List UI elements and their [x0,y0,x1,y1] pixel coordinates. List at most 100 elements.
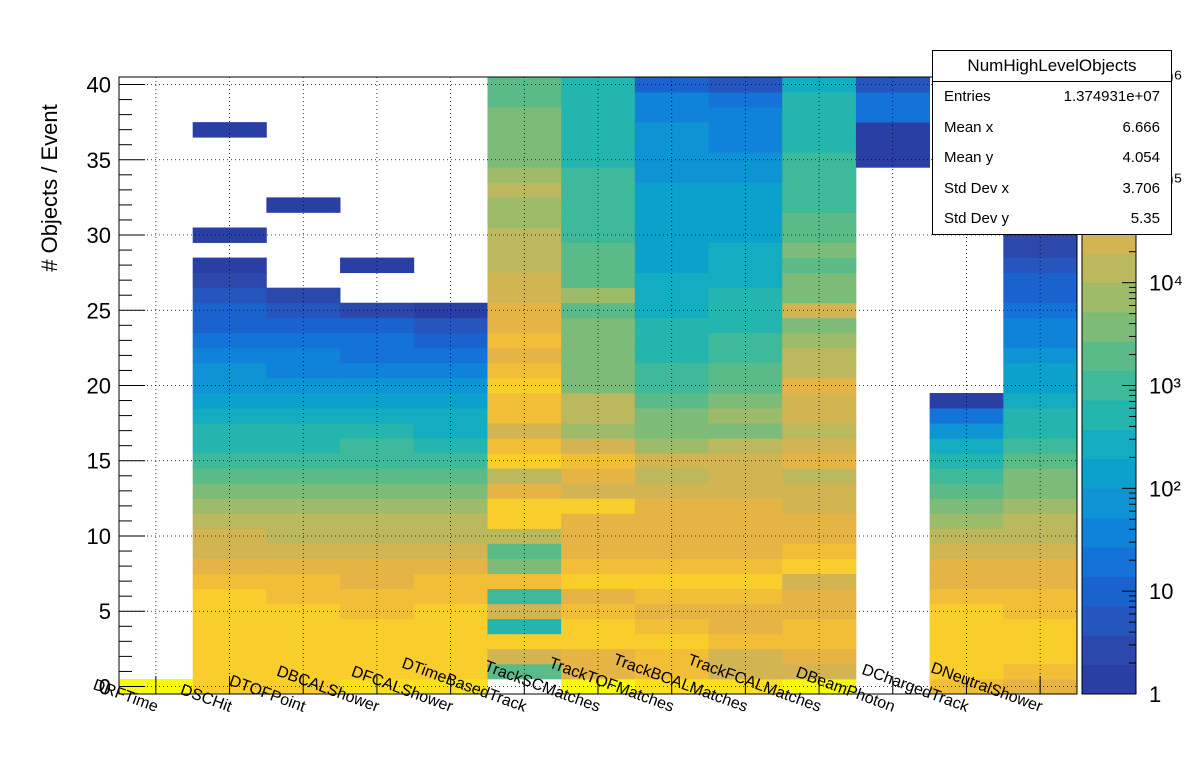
heatmap-cell [340,618,415,635]
heatmap-cell [929,543,1004,559]
heatmap-cell [561,272,636,289]
color-scale-step [1082,253,1136,284]
heatmap-cell [487,603,562,620]
heatmap-cell [192,227,267,243]
y-tick-label: 40 [87,73,111,98]
heatmap-cell [1003,528,1078,544]
heatmap-cell [782,408,857,424]
heatmap-cell [708,107,783,123]
heatmap-cell [708,393,783,409]
heatmap-cell [634,408,709,424]
heatmap-cell [266,408,341,424]
heatmap-cell [929,528,1004,544]
heatmap-cell [929,423,1004,439]
heatmap-cell [708,212,783,228]
heatmap-cell [708,543,783,559]
heatmap-cell [487,663,562,680]
color-scale-step [1082,400,1136,430]
heatmap-cell [487,408,562,424]
grid-lines [119,77,1077,694]
heatmap-cell [782,212,857,228]
heatmap-cell [192,558,267,575]
heatmap-cell [266,362,341,379]
heatmap-cell [413,332,488,349]
heatmap-cell [487,272,562,289]
heatmap-cell [413,423,488,439]
color-scale-label: 10² [1149,476,1181,501]
heatmap-cell [192,543,267,559]
y-tick-label: 35 [87,148,111,173]
heatmap-cell [413,648,488,665]
heatmap-cell [413,588,488,605]
heatmap-cell [561,347,636,364]
heatmap-cell [340,648,415,665]
heatmap-cell [487,242,562,258]
heatmap-cell [487,393,562,409]
heatmap-cell [561,528,636,544]
heatmap-cell [487,332,562,349]
heatmap-cell [561,468,636,484]
heatmap-cell [192,498,267,514]
heatmap-cell [782,648,857,665]
heatmap-cell [929,558,1004,575]
heatmap-cell [708,663,783,680]
heatmap-cell [634,543,709,559]
heatmap-cell [1003,272,1078,289]
heatmap-cell [634,663,709,680]
heatmap-cell [487,543,562,559]
heatmap-cell [487,287,562,304]
heatmap-cell [708,92,783,108]
color-scale-step [1082,429,1136,460]
heatmap-cell [708,347,783,364]
heatmap-cell [266,287,341,304]
color-scale-label: 10³ [1149,374,1181,399]
heatmap-cell [561,498,636,514]
heatmap-cell [413,483,488,499]
heatmap-cell [487,423,562,439]
heatmap-cell [855,77,931,93]
heatmap-cell [782,498,857,514]
heatmap-cell [340,543,415,559]
color-scale-label: 10⁴ [1149,271,1183,296]
heatmap-cell [782,558,857,575]
heatmap-cell [708,167,783,183]
color-scale-step [1082,488,1136,519]
heatmap-cell [266,498,341,514]
heatmap-cell [929,453,1004,469]
heatmap-cell [487,137,562,153]
heatmap-cell [1003,393,1078,409]
color-scale-step [1082,664,1136,695]
heatmap-cell [855,137,931,153]
heatmap-cell [192,648,267,665]
heatmap-cell [708,362,783,379]
heatmap-cell [708,453,783,469]
y-tick-label: 25 [87,298,111,323]
heatmap-cell [413,347,488,364]
heatmap-cell [487,528,562,544]
heatmap-cell [708,483,783,499]
y-tick-label: 10 [87,524,111,549]
stats-title: NumHighLevelObjects [933,51,1171,82]
heatmap-cell [340,302,415,319]
heatmap-cell [340,498,415,514]
heatmap-cell [340,483,415,499]
stats-row-std-y: Std Dev y 5.35 [944,210,1160,228]
heatmap-cell [561,302,636,319]
heatmap-cell [634,483,709,499]
heatmap-cell [1003,468,1078,484]
heatmap-cell [634,393,709,409]
heatmap-cell [1003,302,1078,319]
stats-box: NumHighLevelObjects Entries 1.374931e+07 … [932,50,1172,235]
heatmap-cell [561,483,636,499]
heatmap-cell [782,393,857,409]
heatmap-cell [561,453,636,469]
heatmap-cell [1003,543,1078,559]
heatmap-cell [413,302,488,319]
color-scale-label: 10 [1149,579,1173,604]
heatmap-cell [340,588,415,605]
heatmap-cell [561,287,636,304]
heatmap-cell [929,498,1004,514]
heatmap-cell [413,603,488,620]
heatmap-cell [634,137,709,153]
heatmap-cell [487,588,562,605]
